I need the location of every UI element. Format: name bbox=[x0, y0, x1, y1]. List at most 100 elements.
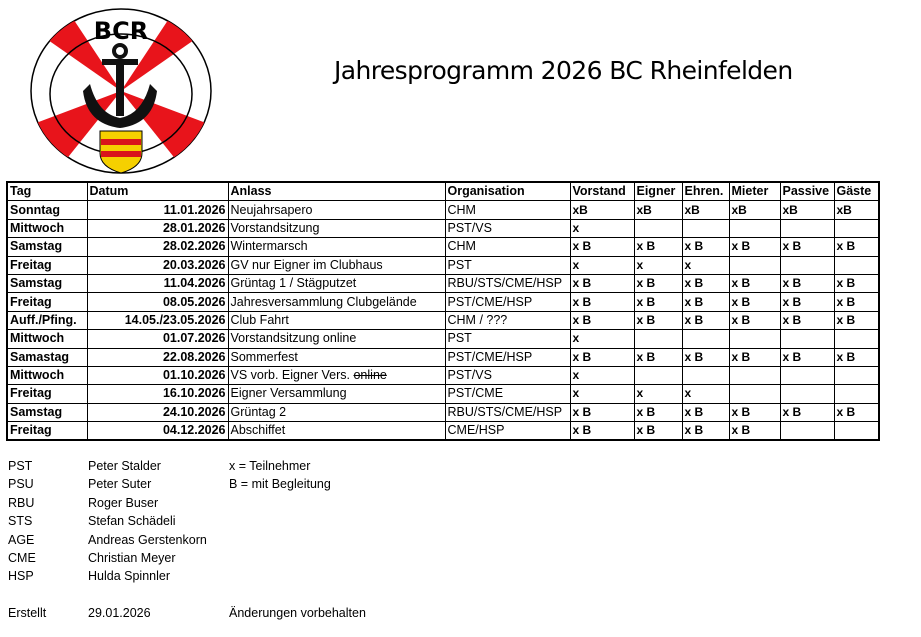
event-name: Jahresversammlung Clubgelände bbox=[230, 294, 417, 309]
abbreviation-code: PSU bbox=[8, 477, 34, 491]
participation-cell bbox=[728, 365, 781, 386]
participation-cell bbox=[833, 365, 880, 386]
event-name: Vorstandsitzung bbox=[230, 220, 320, 235]
day-cell: Samastag bbox=[6, 347, 88, 367]
participation-cell: x B bbox=[633, 402, 683, 423]
participation-cell: x bbox=[681, 384, 730, 404]
participation-cell: x bbox=[633, 255, 683, 275]
participation-cell: x B bbox=[569, 310, 635, 331]
participation-cell bbox=[681, 365, 730, 386]
organisation-cell: RBU/STS/CME/HSP bbox=[444, 273, 571, 294]
participation-cell bbox=[833, 384, 880, 404]
date-cell: 28.02.2026 bbox=[86, 237, 229, 257]
organisation-cell: PST/CME/HSP bbox=[444, 347, 571, 367]
date-cell: 08.05.2026 bbox=[86, 292, 229, 312]
event-name: Vorstandsitzung online bbox=[230, 331, 357, 346]
abbreviation-code: RBU bbox=[8, 496, 35, 510]
table-row: Samastag 22.08.2026 Sommerfest PST/CME/HSP x… bbox=[6, 347, 880, 367]
page-title: Jahresprogramm 2026 BC Rheinfelden bbox=[334, 56, 793, 85]
day-cell: Samstag bbox=[6, 237, 88, 257]
participation-cell bbox=[728, 218, 781, 239]
table-row: Samstag 11.04.2026 Grüntag 1 / Stägputzet R… bbox=[6, 273, 880, 294]
event-cell: Neujahrsapero bbox=[227, 200, 446, 220]
participation-cell: x B bbox=[779, 273, 835, 294]
column-header: Eigner bbox=[633, 181, 683, 202]
participation-cell: x bbox=[681, 255, 730, 275]
date-cell: 22.08.2026 bbox=[86, 347, 229, 367]
participation-cell: x B bbox=[633, 237, 683, 257]
participation-cell: x B bbox=[728, 310, 781, 331]
organisation-cell: PST bbox=[444, 255, 571, 275]
day-cell: Mittwoch bbox=[6, 329, 88, 349]
participation-cell: xB bbox=[833, 200, 880, 220]
organisation-cell: RBU/STS/CME/HSP bbox=[444, 402, 571, 423]
participation-cell bbox=[779, 421, 835, 441]
participation-cell: x B bbox=[569, 273, 635, 294]
date-cell: 04.12.2026 bbox=[86, 421, 229, 441]
participation-cell bbox=[728, 255, 781, 275]
event-name: VS vorb. Eigner Vers. bbox=[230, 368, 354, 383]
participation-cell bbox=[633, 218, 683, 239]
event-cell: Club Fahrt bbox=[227, 310, 446, 331]
abbreviation-name: Peter Stalder bbox=[88, 459, 161, 473]
event-cell: Vorstandsitzung online bbox=[227, 329, 446, 349]
participation-cell: x B bbox=[633, 310, 683, 331]
date-cell: 14.05./23.05.2026 bbox=[86, 310, 229, 331]
table-row: Samstag 24.10.2026 Grüntag 2 RBU/STS/CME/HS… bbox=[6, 402, 880, 423]
event-name-struck: online bbox=[353, 368, 387, 383]
organisation-cell: CME/HSP bbox=[444, 421, 571, 441]
column-header: Datum bbox=[86, 181, 229, 202]
participation-cell: x B bbox=[681, 402, 730, 423]
participation-cell: x bbox=[569, 365, 635, 386]
column-header: Mieter bbox=[728, 181, 781, 202]
date-cell: 01.10.2026 bbox=[86, 365, 229, 386]
event-name: Sommerfest bbox=[230, 349, 298, 364]
table-row: Sonntag 11.01.2026 Neujahrsapero CHM xB xB xB x… bbox=[6, 200, 880, 220]
abbreviation-code: AGE bbox=[8, 533, 35, 547]
abbreviation-name: Hulda Spinnler bbox=[88, 569, 170, 583]
participation-cell: xB bbox=[633, 200, 683, 220]
abbreviation-code: CME bbox=[8, 551, 36, 565]
column-header: Vorstand bbox=[569, 181, 635, 202]
participation-cell: x B bbox=[779, 347, 835, 367]
table-row: Freitag 16.10.2026 Eigner Versammlung PST/C… bbox=[6, 384, 880, 404]
participation-cell: x bbox=[633, 384, 683, 404]
participation-cell: x B bbox=[833, 292, 880, 312]
participation-cell bbox=[681, 329, 730, 349]
participation-cell: x B bbox=[681, 273, 730, 294]
participation-cell bbox=[833, 329, 880, 349]
participation-cell: x bbox=[569, 329, 635, 349]
participation-cell: x B bbox=[728, 347, 781, 367]
participation-cell: x bbox=[569, 255, 635, 275]
event-name: Club Fahrt bbox=[230, 312, 289, 327]
key-entry: x = Teilnehmer bbox=[229, 459, 311, 473]
abbreviation-name: Roger Buser bbox=[88, 496, 159, 510]
event-cell: Abschiffet bbox=[227, 421, 446, 441]
day-cell: Freitag bbox=[6, 292, 88, 312]
bcr-logo: BCR bbox=[30, 8, 212, 174]
organisation-cell: CHM bbox=[444, 200, 571, 220]
event-name: GV nur Eigner im Clubhaus bbox=[230, 257, 383, 272]
participation-cell: x B bbox=[833, 347, 880, 367]
table-row: Freitag 08.05.2026 Jahresversammlung Clubg… bbox=[6, 292, 880, 312]
event-name: Grüntag 2 bbox=[230, 404, 287, 419]
participation-cell: x B bbox=[569, 292, 635, 312]
participation-cell: x B bbox=[681, 237, 730, 257]
event-cell: Grüntag 2 bbox=[227, 402, 446, 423]
table-row: Mittwoch 01.10.2026 VS vorb. Eigner Vers. … bbox=[6, 365, 880, 386]
event-cell: Wintermarsch bbox=[227, 237, 446, 257]
participation-cell: x B bbox=[728, 292, 781, 312]
column-header: Organisation bbox=[444, 181, 571, 202]
participation-cell: x B bbox=[779, 237, 835, 257]
organisation-cell: PST/VS bbox=[444, 365, 571, 386]
event-name: Grüntag 1 / Stägputzet bbox=[230, 276, 357, 291]
participation-cell: x B bbox=[728, 273, 781, 294]
column-header: Ehren. bbox=[681, 181, 730, 202]
organisation-cell: CHM bbox=[444, 237, 571, 257]
column-header: Gäste bbox=[833, 181, 880, 202]
created-date: 29.01.2026 bbox=[88, 606, 151, 620]
participation-cell bbox=[779, 255, 835, 275]
participation-cell bbox=[728, 329, 781, 349]
